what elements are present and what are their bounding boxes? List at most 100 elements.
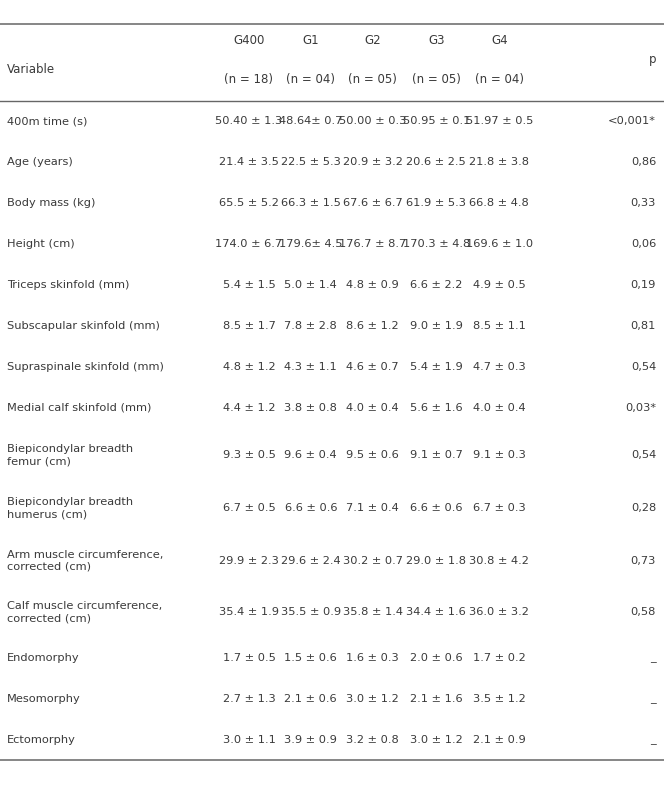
Text: 2.7 ± 1.3: 2.7 ± 1.3 [222,694,276,704]
Text: 7.8 ± 2.8: 7.8 ± 2.8 [284,321,337,331]
Text: Body mass (kg): Body mass (kg) [7,198,95,208]
Text: 4.7 ± 0.3: 4.7 ± 0.3 [473,362,526,371]
Text: 50.95 ± 0.1: 50.95 ± 0.1 [402,116,470,126]
Text: 6.6 ± 0.6: 6.6 ± 0.6 [284,504,337,513]
Text: 35.5 ± 0.9: 35.5 ± 0.9 [281,607,341,617]
Text: Ectomorphy: Ectomorphy [7,735,76,745]
Text: 0,06: 0,06 [631,239,656,249]
Text: _: _ [650,694,656,704]
Text: Height (cm): Height (cm) [7,239,74,249]
Text: <0,001*: <0,001* [608,116,656,126]
Text: 0,28: 0,28 [631,504,656,513]
Text: Biepicondylar breadth
humerus (cm): Biepicondylar breadth humerus (cm) [7,497,133,519]
Text: 35.4 ± 1.9: 35.4 ± 1.9 [219,607,279,617]
Text: 4.0 ± 0.4: 4.0 ± 0.4 [473,403,526,412]
Text: Supraspinale skinfold (mm): Supraspinale skinfold (mm) [7,362,163,371]
Text: 29.9 ± 2.3: 29.9 ± 2.3 [219,556,279,566]
Text: 50.40 ± 1.3: 50.40 ± 1.3 [215,116,283,126]
Text: Variable: Variable [7,64,54,76]
Text: 51.97 ± 0.5: 51.97 ± 0.5 [465,116,533,126]
Text: 0,54: 0,54 [631,362,656,371]
Text: 2.1 ± 1.6: 2.1 ± 1.6 [410,694,463,704]
Text: 30.2 ± 0.7: 30.2 ± 0.7 [343,556,402,566]
Text: 5.4 ± 1.9: 5.4 ± 1.9 [410,362,463,371]
Text: Age (years): Age (years) [7,157,72,167]
Text: 1.5 ± 0.6: 1.5 ± 0.6 [284,653,337,663]
Text: Endomorphy: Endomorphy [7,653,79,663]
Text: (n = 04): (n = 04) [286,72,335,86]
Text: 29.6 ± 2.4: 29.6 ± 2.4 [281,556,341,566]
Text: 0,58: 0,58 [631,607,656,617]
Text: 2.1 ± 0.9: 2.1 ± 0.9 [473,735,526,745]
Text: 65.5 ± 5.2: 65.5 ± 5.2 [219,198,279,208]
Text: 5.0 ± 1.4: 5.0 ± 1.4 [284,280,337,290]
Text: 50.00 ± 0.3: 50.00 ± 0.3 [339,116,406,126]
Text: 0,54: 0,54 [631,450,656,460]
Text: 9.1 ± 0.7: 9.1 ± 0.7 [410,450,463,460]
Text: 7.1 ± 0.4: 7.1 ± 0.4 [346,504,399,513]
Text: 0,03*: 0,03* [625,403,656,412]
Text: Subscapular skinfold (mm): Subscapular skinfold (mm) [7,321,159,331]
Text: 0,73: 0,73 [631,556,656,566]
Text: 1.6 ± 0.3: 1.6 ± 0.3 [346,653,399,663]
Text: 176.7 ± 8.7: 176.7 ± 8.7 [339,239,406,249]
Text: 1.7 ± 0.5: 1.7 ± 0.5 [222,653,276,663]
Text: G2: G2 [364,34,381,47]
Text: (n = 05): (n = 05) [348,72,397,86]
Text: 4.3 ± 1.1: 4.3 ± 1.1 [284,362,337,371]
Text: 67.6 ± 6.7: 67.6 ± 6.7 [343,198,402,208]
Text: 4.4 ± 1.2: 4.4 ± 1.2 [222,403,276,412]
Text: _: _ [650,653,656,663]
Text: 0,19: 0,19 [631,280,656,290]
Text: G4: G4 [491,34,508,47]
Text: 3.0 ± 1.2: 3.0 ± 1.2 [346,694,399,704]
Text: Mesomorphy: Mesomorphy [7,694,80,704]
Text: 4.8 ± 0.9: 4.8 ± 0.9 [346,280,399,290]
Text: G1: G1 [302,34,319,47]
Text: 1.7 ± 0.2: 1.7 ± 0.2 [473,653,526,663]
Text: 0,86: 0,86 [631,157,656,167]
Text: 35.8 ± 1.4: 35.8 ± 1.4 [343,607,402,617]
Text: 2.1 ± 0.6: 2.1 ± 0.6 [284,694,337,704]
Text: (n = 18): (n = 18) [224,72,274,86]
Text: 400m time (s): 400m time (s) [7,116,87,126]
Text: 6.6 ± 2.2: 6.6 ± 2.2 [410,280,462,290]
Text: 174.0 ± 6.7: 174.0 ± 6.7 [215,239,283,249]
Text: Arm muscle circumference,
corrected (cm): Arm muscle circumference, corrected (cm) [7,549,163,572]
Text: Triceps skinfold (mm): Triceps skinfold (mm) [7,280,129,290]
Text: 9.1 ± 0.3: 9.1 ± 0.3 [473,450,526,460]
Text: 9.5 ± 0.6: 9.5 ± 0.6 [346,450,399,460]
Text: (n = 04): (n = 04) [475,72,524,86]
Text: 4.6 ± 0.7: 4.6 ± 0.7 [346,362,399,371]
Text: _: _ [650,735,656,745]
Text: 4.0 ± 0.4: 4.0 ± 0.4 [346,403,399,412]
Text: 22.5 ± 5.3: 22.5 ± 5.3 [281,157,341,167]
Text: 21.4 ± 3.5: 21.4 ± 3.5 [219,157,279,167]
Text: 48.64± 0.7: 48.64± 0.7 [279,116,343,126]
Text: 4.9 ± 0.5: 4.9 ± 0.5 [473,280,526,290]
Text: (n = 05): (n = 05) [412,72,461,86]
Text: 36.0 ± 3.2: 36.0 ± 3.2 [469,607,529,617]
Text: G400: G400 [233,34,265,47]
Text: 21.8 ± 3.8: 21.8 ± 3.8 [469,157,529,167]
Text: G3: G3 [428,34,444,47]
Text: 5.6 ± 1.6: 5.6 ± 1.6 [410,403,463,412]
Text: 4.8 ± 1.2: 4.8 ± 1.2 [222,362,276,371]
Text: 9.3 ± 0.5: 9.3 ± 0.5 [222,450,276,460]
Text: Medial calf skinfold (mm): Medial calf skinfold (mm) [7,403,151,412]
Text: 20.9 ± 3.2: 20.9 ± 3.2 [343,157,402,167]
Text: 66.3 ± 1.5: 66.3 ± 1.5 [281,198,341,208]
Text: 61.9 ± 5.3: 61.9 ± 5.3 [406,198,466,208]
Text: 0,81: 0,81 [631,321,656,331]
Text: 8.5 ± 1.1: 8.5 ± 1.1 [473,321,526,331]
Text: 170.3 ± 4.8: 170.3 ± 4.8 [402,239,470,249]
Text: 3.0 ± 1.2: 3.0 ± 1.2 [410,735,463,745]
Text: p: p [649,54,656,66]
Text: Biepicondylar breadth
femur (cm): Biepicondylar breadth femur (cm) [7,444,133,466]
Text: 3.8 ± 0.8: 3.8 ± 0.8 [284,403,337,412]
Text: 6.6 ± 0.6: 6.6 ± 0.6 [410,504,463,513]
Text: 3.9 ± 0.9: 3.9 ± 0.9 [284,735,337,745]
Text: 29.0 ± 1.8: 29.0 ± 1.8 [406,556,466,566]
Text: 8.6 ± 1.2: 8.6 ± 1.2 [346,321,399,331]
Text: 0,33: 0,33 [631,198,656,208]
